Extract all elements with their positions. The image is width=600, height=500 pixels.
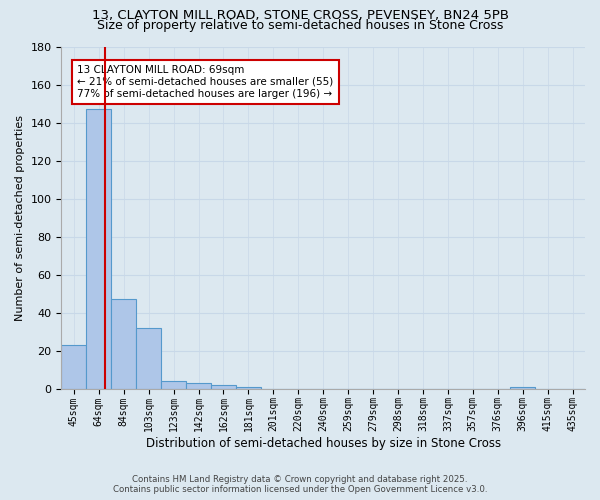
Bar (161, 381, 186, 388)
Text: 13, CLAYTON MILL ROAD, STONE CROSS, PEVENSEY, BN24 5PB: 13, CLAYTON MILL ROAD, STONE CROSS, PEVE… (91, 9, 509, 22)
Text: 13 CLAYTON MILL ROAD: 69sqm
← 21% of semi-detached houses are smaller (55)
77% o: 13 CLAYTON MILL ROAD: 69sqm ← 21% of sem… (77, 66, 334, 98)
Bar (136, 328, 161, 388)
Bar (186, 383, 211, 388)
Bar (111, 299, 136, 388)
Text: Contains HM Land Registry data © Crown copyright and database right 2025.
Contai: Contains HM Land Registry data © Crown c… (113, 474, 487, 494)
Bar (510, 386, 535, 388)
Bar (211, 385, 236, 388)
Bar (236, 386, 261, 388)
Bar (61, 345, 86, 389)
Text: Size of property relative to semi-detached houses in Stone Cross: Size of property relative to semi-detach… (97, 19, 503, 32)
Bar (86, 109, 111, 388)
Y-axis label: Number of semi-detached properties: Number of semi-detached properties (15, 114, 25, 320)
X-axis label: Distribution of semi-detached houses by size in Stone Cross: Distribution of semi-detached houses by … (146, 437, 501, 450)
